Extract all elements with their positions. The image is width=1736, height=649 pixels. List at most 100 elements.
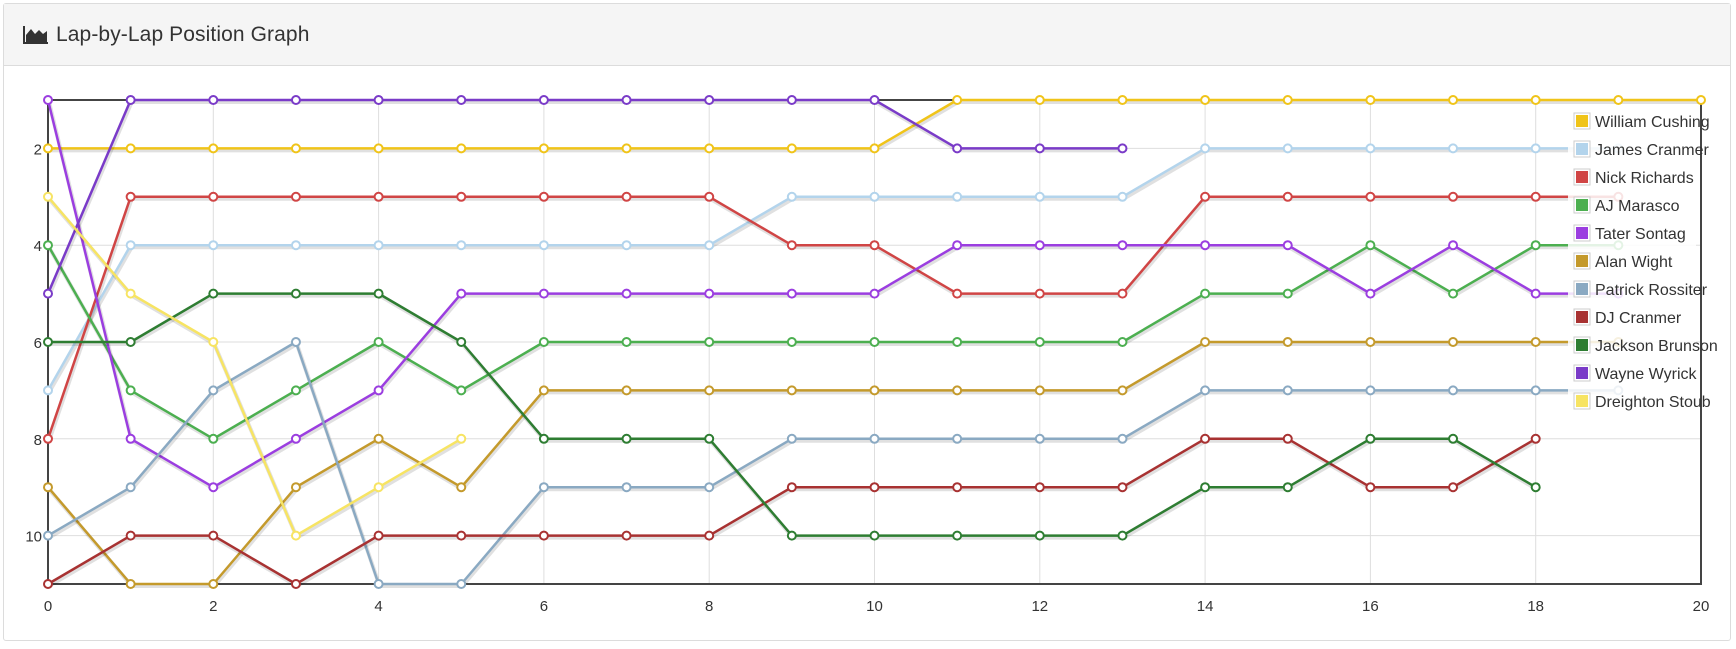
data-point [1530, 143, 1541, 154]
data-point [1365, 337, 1376, 347]
data-point [1034, 288, 1045, 299]
data-point [704, 143, 715, 154]
data-point [125, 433, 136, 444]
legend-swatch [1576, 339, 1588, 351]
data-point [786, 240, 797, 251]
data-point [1117, 385, 1128, 396]
data-point [43, 337, 53, 347]
data-point [621, 385, 632, 396]
data-point [1034, 337, 1045, 347]
x-tick-label: 16 [1362, 598, 1379, 615]
data-point [786, 288, 797, 299]
data-point [786, 530, 797, 541]
data-point [208, 482, 219, 493]
data-point [1365, 385, 1376, 396]
data-point [373, 482, 384, 493]
data-point [43, 433, 53, 444]
data-point [1117, 482, 1128, 493]
series-line-shadow [49, 100, 1702, 153]
data-point [538, 433, 549, 444]
data-point [869, 385, 880, 396]
x-tick-label: 2 [209, 598, 217, 615]
data-point [43, 530, 53, 541]
data-point [208, 143, 219, 154]
data-point [373, 337, 384, 347]
y-tick-label: 2 [34, 141, 42, 158]
legend-label: AJ Marasco [1595, 198, 1680, 215]
legend-label: Wayne Wyrick [1595, 366, 1697, 383]
data-point [373, 433, 384, 444]
data-point [456, 191, 467, 202]
legend-label: Tater Sontag [1595, 226, 1686, 243]
data-point [1282, 482, 1293, 493]
x-tick-label: 20 [1693, 598, 1710, 615]
data-point [1117, 191, 1128, 202]
data-point [538, 191, 549, 202]
data-point [786, 95, 797, 105]
data-point [1365, 191, 1376, 202]
legend-label: Alan Wight [1595, 254, 1673, 271]
series-line [48, 292, 1537, 537]
data-point [1448, 337, 1459, 347]
data-point [208, 191, 219, 202]
data-point [290, 579, 301, 589]
data-point [1696, 95, 1706, 105]
data-point [1530, 433, 1541, 444]
data-point [538, 240, 549, 251]
data-point [43, 240, 53, 251]
data-point [125, 95, 136, 105]
data-point [1448, 95, 1459, 105]
data-point [538, 95, 549, 105]
data-point [1117, 288, 1128, 299]
data-point [1530, 240, 1541, 251]
data-point [1530, 288, 1541, 299]
data-point [1282, 385, 1293, 396]
data-point [952, 337, 963, 347]
data-point [208, 433, 219, 444]
data-point [621, 530, 632, 541]
data-point [704, 95, 715, 105]
x-tick-label: 8 [705, 598, 713, 615]
legend-label: Patrick Rossiter [1595, 282, 1708, 299]
legend-label: Nick Richards [1595, 170, 1694, 187]
legend-label: Jackson Brunson [1595, 338, 1718, 355]
data-point [373, 191, 384, 202]
data-point [1117, 530, 1128, 541]
data-point [538, 385, 549, 396]
data-point [786, 143, 797, 154]
x-tick-label: 18 [1527, 598, 1544, 615]
data-point [373, 288, 384, 299]
data-point [1365, 288, 1376, 299]
data-point [869, 482, 880, 493]
data-point [786, 337, 797, 347]
data-point [290, 288, 301, 299]
data-point [621, 288, 632, 299]
area-chart-icon [23, 25, 49, 45]
data-point [704, 433, 715, 444]
x-tick-label: 10 [866, 598, 883, 615]
series-line [47, 340, 1619, 586]
data-point [290, 191, 301, 202]
data-point [290, 530, 301, 541]
data-point [1282, 240, 1293, 251]
data-point [538, 482, 549, 493]
data-point [125, 191, 136, 202]
data-point [952, 433, 963, 444]
series-line [46, 147, 1619, 392]
series-line [46, 99, 1619, 489]
data-point [704, 482, 715, 493]
data-point [456, 530, 467, 541]
data-point [373, 579, 384, 589]
data-point [290, 240, 301, 251]
legend-swatch [1576, 367, 1588, 379]
data-point [538, 337, 549, 347]
data-point [125, 482, 136, 493]
data-point [869, 530, 880, 541]
data-point [1200, 433, 1211, 444]
y-tick-label: 4 [34, 238, 42, 255]
data-point [621, 240, 632, 251]
data-point [456, 579, 467, 589]
data-point [1448, 288, 1459, 299]
data-point [125, 337, 136, 347]
